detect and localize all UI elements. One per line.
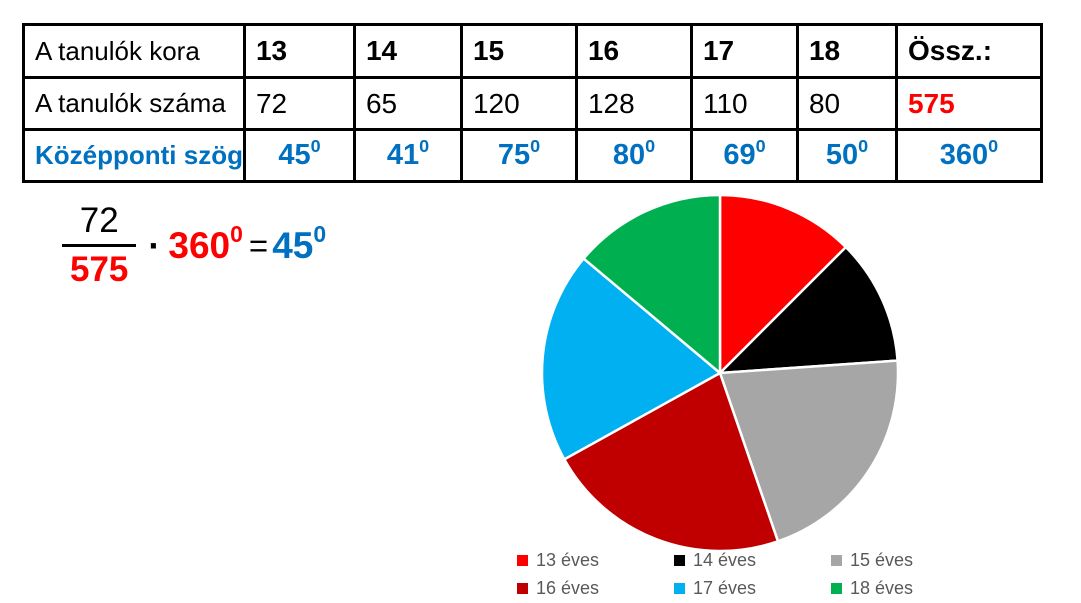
legend-item-14-eves: 14 éves <box>674 550 831 571</box>
degree-superscript: 0 <box>755 135 766 156</box>
row-label-ages: A tanulók kora <box>22 23 246 79</box>
fraction-numerator: 72 <box>79 201 119 240</box>
multiplication-dot: · <box>148 224 161 266</box>
degree-superscript: 0 <box>530 135 541 156</box>
pie-legend: 13 éves 14 éves 15 éves 16 éves 17 éves … <box>517 550 988 599</box>
legend-swatch-icon <box>674 583 685 594</box>
legend-label: 16 éves <box>536 578 600 598</box>
total-angle-cell: 3600 <box>894 128 1043 183</box>
fraction: 72 575 <box>62 201 137 290</box>
degree-superscript: 0 <box>230 220 243 247</box>
formula-result: 450 <box>272 220 327 266</box>
table-row-angles: Középponti szög 450 410 750 800 690 500 … <box>22 128 1043 183</box>
pie-slice-17-éves <box>540 256 723 461</box>
multiplier-360: 3600 <box>168 220 243 266</box>
legend-swatch-icon <box>831 583 842 594</box>
age-cell: 18 <box>795 23 898 79</box>
degree-superscript: 0 <box>858 135 869 156</box>
legend-label: 15 éves <box>850 550 914 570</box>
legend-swatch-icon <box>517 583 528 594</box>
table-row-ages: A tanulók kora 13 14 15 16 17 18 Össz.: <box>22 23 1043 79</box>
angle-cell: 410 <box>352 128 463 183</box>
legend-label: 18 éves <box>850 578 914 598</box>
degree-superscript: 0 <box>988 135 999 156</box>
total-count-cell: 575 <box>894 76 1043 131</box>
angle-cell: 800 <box>574 128 693 183</box>
age-cell: 14 <box>352 23 463 79</box>
pie-slice-13-éves <box>718 193 848 377</box>
row-label-angles: Középponti szög <box>22 128 246 183</box>
table-row-counts: A tanulók száma 72 65 120 128 110 80 575 <box>22 76 1043 131</box>
age-cell: 17 <box>689 23 799 79</box>
angle-cell: 500 <box>795 128 898 183</box>
count-cell: 120 <box>459 76 578 131</box>
degree-superscript: 0 <box>645 135 656 156</box>
pie-slice-16-éves <box>562 371 780 553</box>
age-distribution-table: A tanulók kora 13 14 15 16 17 18 Össz.: … <box>22 23 1043 183</box>
pie-slice-18-éves <box>581 193 722 376</box>
total-header-cell: Össz.: <box>894 23 1043 79</box>
fraction-denominator: 575 <box>62 244 137 290</box>
legend-swatch-icon <box>674 555 685 566</box>
age-cell: 16 <box>574 23 693 79</box>
pie-slice-15-éves <box>718 359 900 543</box>
count-cell: 72 <box>242 76 356 131</box>
legend-item-16-eves: 16 éves <box>517 578 674 599</box>
count-cell: 80 <box>795 76 898 131</box>
legend-label: 17 éves <box>693 578 757 598</box>
age-cell: 13 <box>242 23 356 79</box>
row-label-counts: A tanulók száma <box>22 76 246 131</box>
angle-cell: 450 <box>242 128 356 183</box>
legend-item-15-eves: 15 éves <box>831 550 988 571</box>
legend-label: 13 éves <box>536 550 600 570</box>
equals-sign: = <box>248 226 269 264</box>
age-cell: 15 <box>459 23 578 79</box>
angle-cell: 750 <box>459 128 578 183</box>
central-angle-formula: 72 575 · 3600 = 450 <box>62 201 326 290</box>
legend-label: 14 éves <box>693 550 757 570</box>
count-cell: 110 <box>689 76 799 131</box>
count-cell: 65 <box>352 76 463 131</box>
degree-superscript: 0 <box>419 135 430 156</box>
legend-swatch-icon <box>831 555 842 566</box>
pie-slice-14-éves <box>716 245 899 375</box>
angle-cell: 690 <box>689 128 799 183</box>
legend-swatch-icon <box>517 555 528 566</box>
legend-item-17-eves: 17 éves <box>674 578 831 599</box>
count-cell: 128 <box>574 76 693 131</box>
legend-item-13-eves: 13 éves <box>517 550 674 571</box>
degree-superscript: 0 <box>310 135 321 156</box>
pie-chart <box>540 193 900 553</box>
degree-superscript: 0 <box>313 220 327 247</box>
legend-item-18-eves: 18 éves <box>831 578 988 599</box>
